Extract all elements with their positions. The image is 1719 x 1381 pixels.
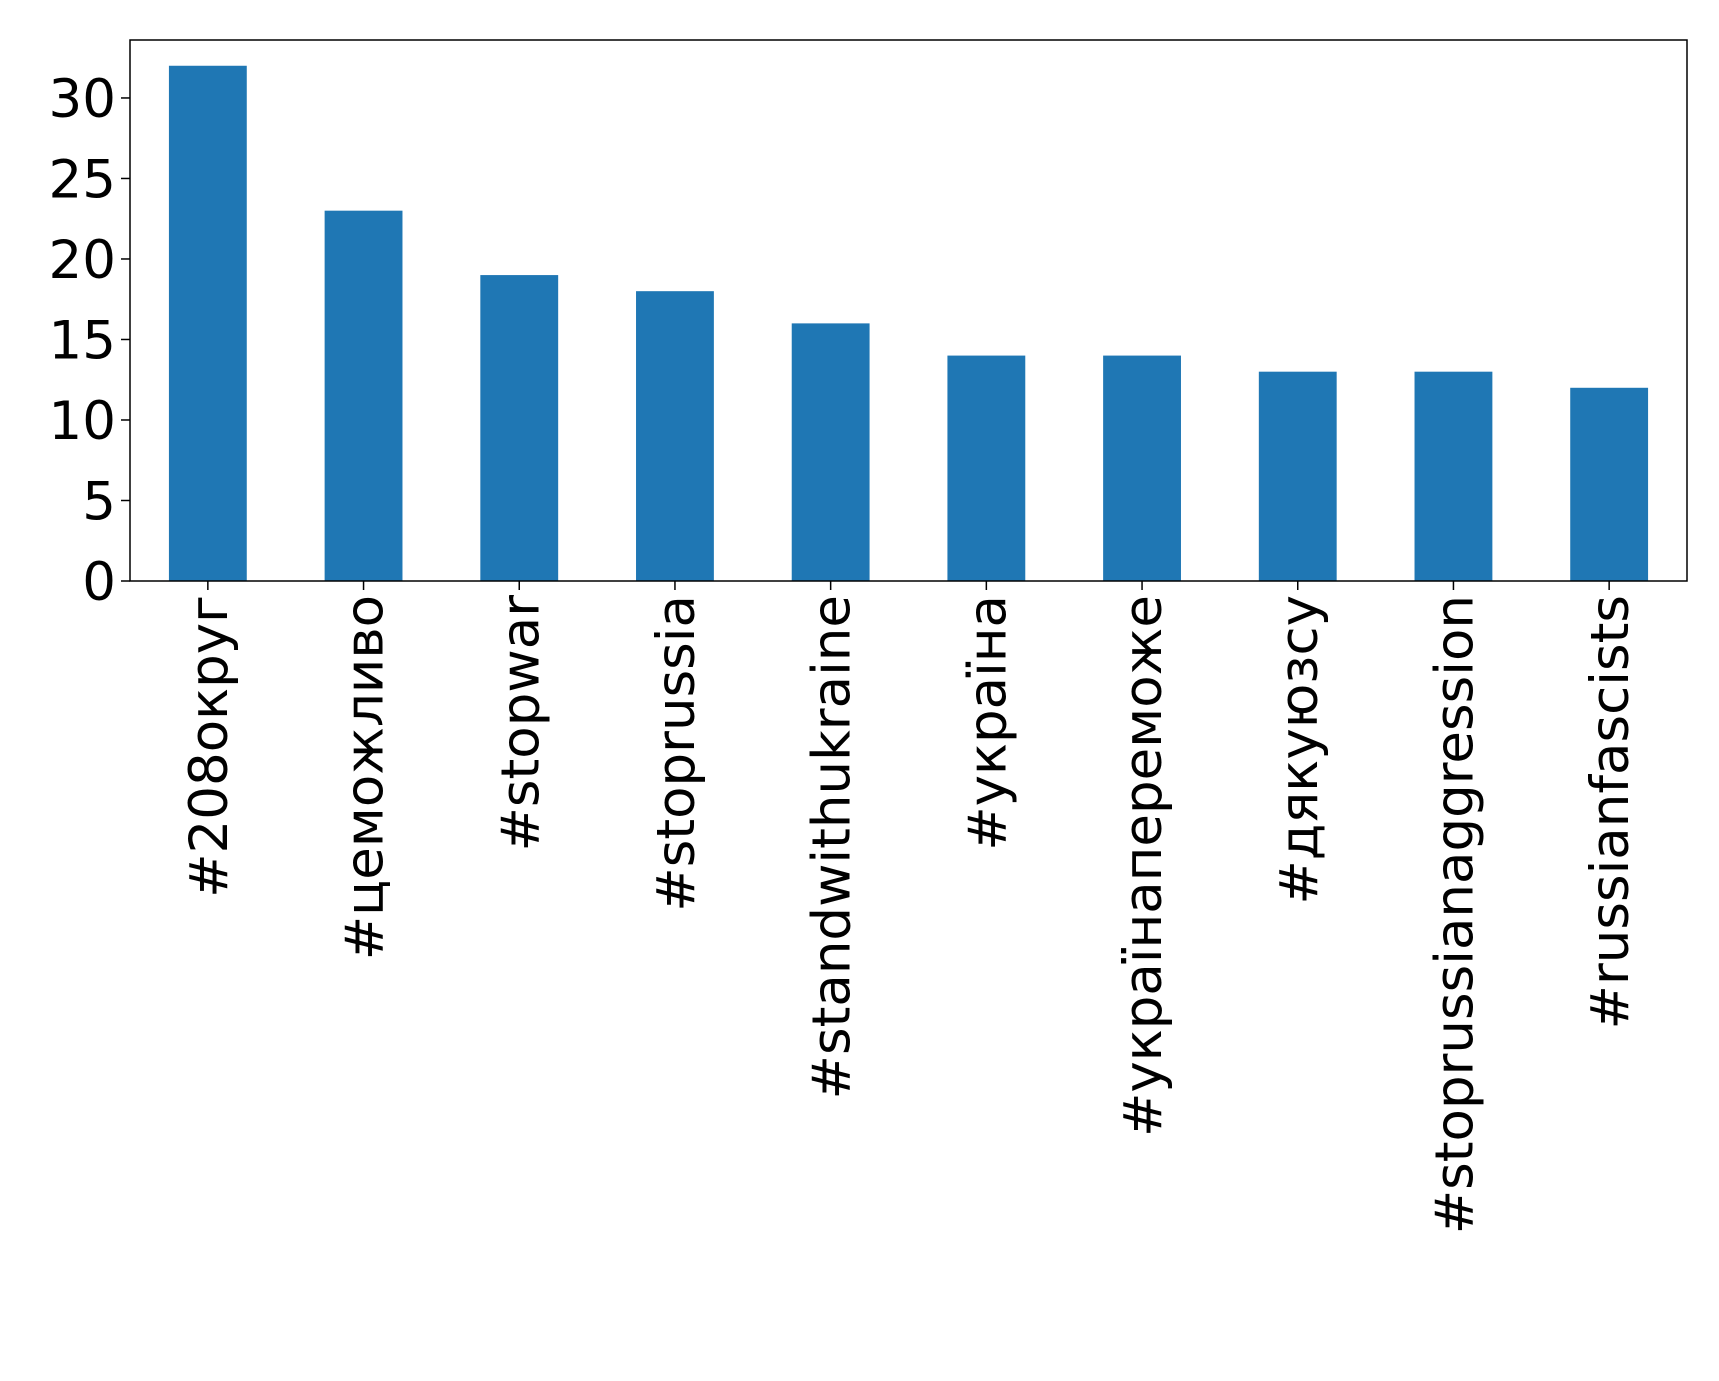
y-tick-label: 0 (82, 552, 116, 613)
x-tick-label: #дякуюзсу (1269, 595, 1330, 905)
bar (1258, 371, 1337, 581)
x-tick-label: #stoprussia (646, 595, 707, 912)
y-tick-label: 20 (49, 230, 116, 291)
bar (168, 65, 247, 581)
y-tick-label: 25 (49, 149, 116, 210)
y-tick-label: 5 (82, 471, 116, 532)
x-tick-label: #україна (957, 595, 1018, 851)
x-tick-label: #208округ (179, 595, 240, 898)
x-tick-label: #цеможливо (335, 595, 396, 960)
y-tick-label: 15 (49, 310, 116, 371)
y-tick-label: 30 (49, 69, 116, 130)
x-tick-label: #stopwar (490, 595, 551, 852)
bar (636, 291, 714, 581)
bar (324, 210, 403, 582)
plot-frame (129, 39, 1688, 582)
y-tick-label: 10 (49, 391, 116, 452)
x-tick-label: #russianfascists (1580, 595, 1641, 1029)
x-tick-label: #standwithukraine (802, 595, 863, 1099)
bar (1570, 387, 1649, 581)
bar (1103, 355, 1181, 581)
bar (1414, 371, 1493, 581)
x-tick-label: #stoprussianaggression (1424, 595, 1485, 1234)
bar (947, 355, 1026, 581)
x-tick-label: #українапереможе (1113, 595, 1174, 1137)
bar (791, 323, 870, 581)
bar (480, 275, 559, 581)
